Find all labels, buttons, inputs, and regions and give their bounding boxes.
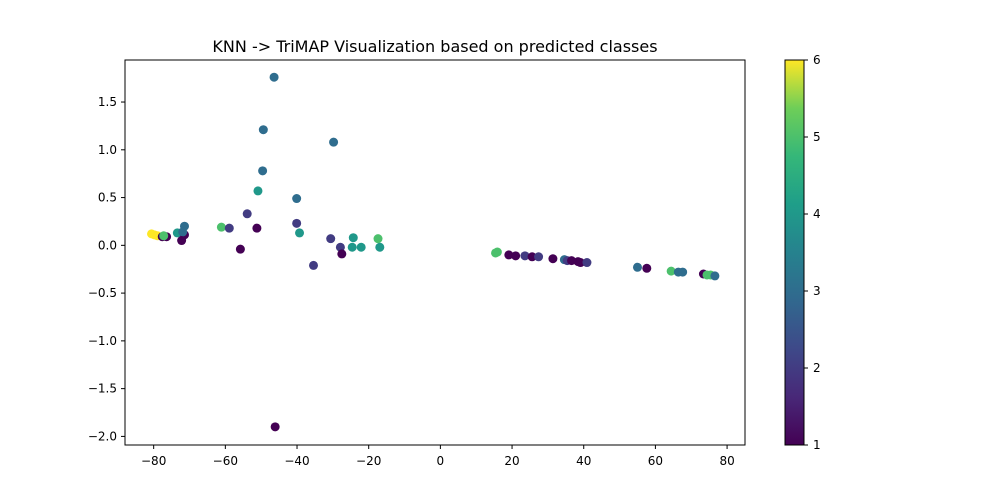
plot-area-frame: [124, 59, 746, 446]
scatter-point: [710, 271, 720, 281]
scatter-point: [356, 242, 366, 252]
scatter-point: [642, 263, 652, 273]
scatter-point: [375, 242, 385, 252]
scatter-point: [253, 186, 263, 196]
scatter-point: [270, 422, 280, 432]
y-tick-label: 0.5: [98, 191, 117, 205]
x-tick-label: 80: [719, 454, 734, 468]
x-tick-label: −40: [284, 454, 309, 468]
scatter-point: [666, 266, 676, 276]
scatter-point: [548, 254, 558, 264]
colorbar-tick-label: 6: [813, 53, 821, 67]
scatter-point: [295, 228, 305, 238]
scatter-point: [292, 194, 302, 204]
x-axis: −80 −60 −40 −20 0 20 40 60 80: [141, 445, 735, 468]
scatter-point: [632, 262, 642, 272]
scatter-point: [534, 252, 544, 262]
scatter-point: [511, 251, 521, 261]
scatter-point: [252, 223, 262, 233]
colorbar-axis: 1 2 3 4 5 6: [804, 53, 821, 452]
scatter-point: [527, 252, 537, 262]
scatter-point: [678, 267, 688, 277]
scatter-point: [337, 249, 347, 259]
colorbar-tick-label: 3: [813, 284, 821, 298]
y-tick-label: 0.0: [98, 238, 117, 252]
scatter-point: [292, 218, 302, 228]
colorbar-tick-label: 1: [813, 438, 821, 452]
colorbar: [784, 59, 805, 446]
x-tick-label: 60: [648, 454, 663, 468]
x-tick-label: −80: [141, 454, 166, 468]
scatter-point: [492, 247, 502, 257]
scatter-point: [224, 223, 234, 233]
y-tick-label: 1.0: [98, 143, 117, 157]
scatter-points: [147, 72, 720, 432]
scatter-point: [177, 236, 187, 246]
scatter-point: [504, 250, 514, 260]
x-tick-label: −20: [356, 454, 381, 468]
scatter-point: [159, 231, 169, 241]
scatter-point: [335, 242, 345, 252]
scatter-point: [258, 125, 268, 135]
scatter-point: [242, 209, 252, 219]
y-tick-label: −1.5: [88, 382, 117, 396]
y-tick-label: −2.0: [88, 429, 117, 443]
y-tick-label: −1.0: [88, 334, 117, 348]
x-tick-label: 0: [437, 454, 445, 468]
scatter-point: [520, 251, 530, 261]
scatter-point: [216, 222, 226, 232]
scatter-point: [178, 227, 188, 237]
x-tick-label: 20: [504, 454, 519, 468]
scatter-point: [269, 72, 279, 82]
scatter-point: [326, 234, 336, 244]
y-axis: −2.0 −1.5 −1.0 −0.5 0.0 0.5 1.0 1.5: [88, 95, 125, 443]
colorbar-tick-label: 5: [813, 130, 821, 144]
scatter-point: [329, 137, 339, 147]
scatter-point: [348, 233, 358, 243]
scatter-point: [576, 258, 586, 268]
y-tick-label: 1.5: [98, 95, 117, 109]
scatter-point: [582, 258, 592, 268]
scatter-point: [373, 234, 383, 244]
scatter-point: [258, 166, 268, 176]
x-tick-label: 40: [576, 454, 591, 468]
scatter-point: [235, 244, 245, 254]
chart-title: KNN -> TriMAP Visualization based on pre…: [212, 37, 657, 56]
colorbar-tick-label: 4: [813, 207, 821, 221]
y-tick-label: −0.5: [88, 286, 117, 300]
x-tick-label: −60: [213, 454, 238, 468]
scatter-point: [309, 260, 319, 270]
scatter-point: [347, 242, 357, 252]
colorbar-tick-label: 2: [813, 361, 821, 375]
